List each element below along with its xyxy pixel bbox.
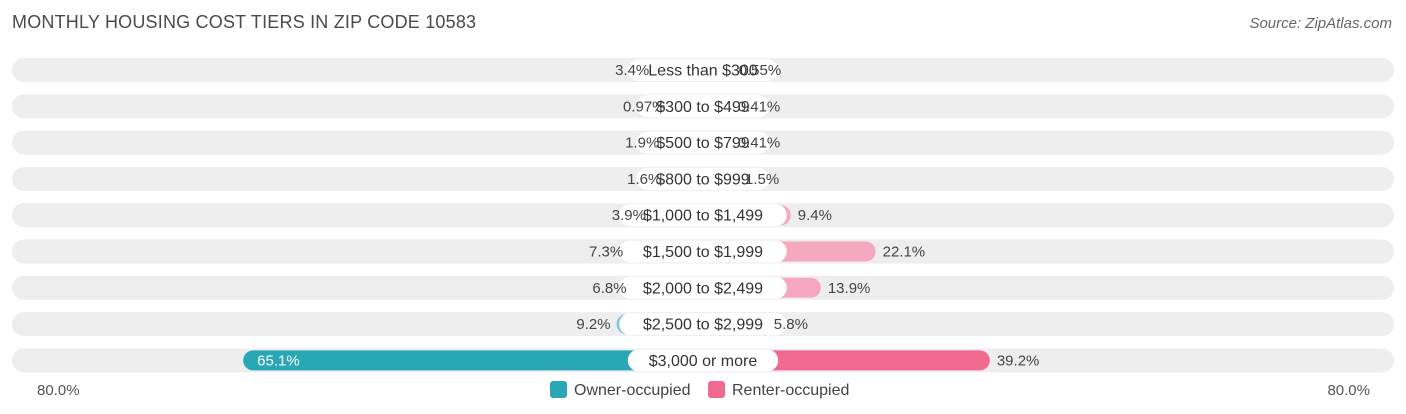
category-label: Less than $300 [648,63,758,80]
owner-value-label: 1.9% [625,135,659,152]
chart-title: MONTHLY HOUSING COST TIERS IN ZIP CODE 1… [12,12,477,32]
category-pill [627,59,779,81]
category-label: $500 to $799 [656,135,750,152]
renter-value-label: 1.5% [745,171,779,188]
renter-value-label: 9.4% [798,207,832,224]
category-pill [627,349,779,372]
owner-value-label: 7.3% [589,244,623,261]
category-pill [619,240,787,263]
category-label: $1,500 to $1,999 [643,244,763,261]
legend-label-renter: Renter-occupied [732,382,849,399]
axis-label-left: 80.0% [37,382,80,399]
legend-swatch-owner [550,381,567,398]
renter-value-label: 13.9% [828,280,871,297]
owner-value-label: 65.1% [257,352,300,369]
category-label: $2,000 to $2,499 [643,280,763,297]
category-pill [636,167,770,190]
category-pill [619,276,787,299]
category-label: $300 to $499 [656,99,750,116]
category-pill [619,313,787,336]
owner-bar [243,350,703,371]
chart-source: Source: ZipAtlas.com [1249,15,1392,32]
owner-value-label: 3.9% [612,207,646,224]
owner-value-label: 0.97% [623,98,666,115]
category-label: $2,500 to $2,999 [643,317,763,334]
axis-label-right: 80.0% [1327,382,1370,399]
legend-swatch-renter [708,381,725,398]
renter-value-label: 0.41% [738,98,781,115]
renter-value-label: 0.41% [738,135,781,152]
legend-label-owner: Owner-occupied [574,382,691,399]
renter-value-label: 5.8% [774,316,808,333]
owner-value-label: 6.8% [592,280,626,297]
category-label: $3,000 or more [649,353,758,370]
category-label: $800 to $999 [656,171,750,188]
category-pill [636,131,770,154]
category-pill [636,95,770,118]
owner-value-label: 1.6% [627,171,661,188]
renter-value-label: 22.1% [883,244,926,261]
category-pill [619,204,787,227]
owner-value-label: 3.4% [615,62,649,79]
renter-value-label: 0.55% [739,62,782,79]
owner-value-label: 9.2% [576,316,610,333]
category-label: $1,000 to $1,499 [643,208,763,225]
renter-value-label: 39.2% [997,352,1040,369]
